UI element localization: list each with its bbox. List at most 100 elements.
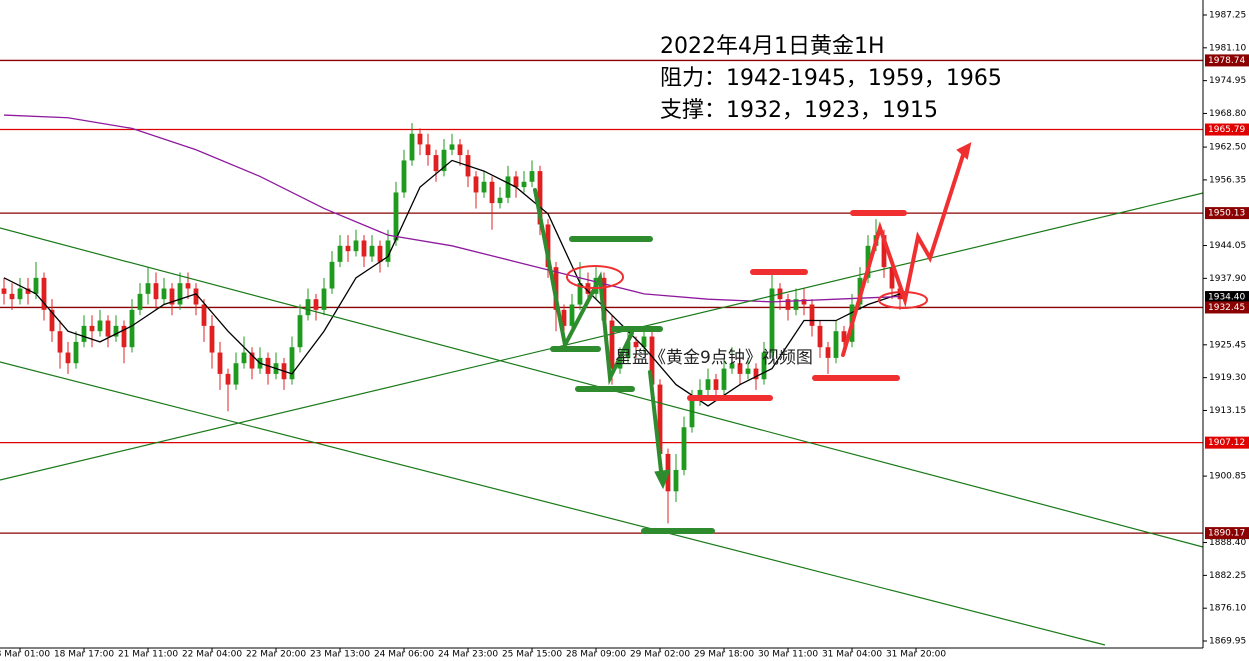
- y-tick-label: 1876.10: [1209, 604, 1246, 614]
- green-annotations: [533, 188, 715, 534]
- candle-body: [801, 299, 807, 305]
- candle-body: [833, 331, 839, 358]
- title-line: 支撑：1932，1923，1915: [660, 98, 938, 123]
- x-tick-label: 24 Mar 23:00: [438, 650, 498, 660]
- candle-body: [449, 144, 455, 150]
- arrow-path: [841, 150, 966, 357]
- candle-body: [889, 267, 895, 289]
- trend-line: [0, 192, 1204, 481]
- title-line: 阻力：1942-1945，1959，1965: [660, 66, 1002, 91]
- y-tick-label: 1968.80: [1209, 109, 1246, 119]
- y-tick-label: 1925.45: [1209, 340, 1246, 350]
- price-label-box: [1205, 207, 1249, 220]
- x-tick-label: 18 Mar 01:00: [0, 650, 50, 660]
- candle-body: [385, 240, 391, 262]
- candle-body: [313, 299, 319, 310]
- price-label-box: [1205, 527, 1249, 540]
- x-tick-label: 28 Mar 09:00: [566, 650, 626, 660]
- candle-body: [177, 283, 183, 305]
- candle-body: [9, 293, 15, 300]
- candle-body: [297, 315, 303, 348]
- red-annotations: [566, 142, 972, 401]
- candle-body: [617, 357, 623, 369]
- candle-body: [705, 379, 711, 390]
- candle-body: [457, 144, 463, 156]
- candle-body: [185, 283, 191, 289]
- x-tick-label: 31 Mar 20:00: [886, 650, 946, 660]
- candle-body: [49, 309, 55, 332]
- candle-body: [113, 325, 119, 337]
- title-block: 2022年4月1日黄金1H 阻力：1942-1945，1959，1965 支撑：19…: [660, 34, 1002, 123]
- candle-body: [321, 288, 327, 310]
- x-tick-label: 22 Mar 20:00: [246, 650, 306, 660]
- candle-body: [577, 283, 583, 305]
- x-tick-label: 22 Mar 04:00: [182, 650, 242, 660]
- candle-body: [289, 347, 295, 380]
- candle-body: [681, 427, 687, 470]
- candle-body: [89, 325, 95, 332]
- candle-body: [233, 363, 239, 385]
- candle-body: [729, 363, 735, 369]
- candle-body: [1, 288, 7, 294]
- candle-body: [865, 245, 871, 278]
- y-tick-label: 1869.95: [1209, 637, 1246, 647]
- candle-body: [201, 304, 207, 326]
- candle-body: [473, 176, 479, 193]
- x-tick-label: 31 Mar 04:00: [822, 650, 882, 660]
- x-tick-label: 30 Mar 11:00: [758, 650, 818, 660]
- candle-body: [361, 240, 367, 257]
- candle-body: [337, 245, 343, 262]
- candle-body: [497, 197, 503, 204]
- candle-body: [809, 304, 815, 326]
- arrow-head: [956, 142, 972, 160]
- candle-body: [881, 235, 887, 268]
- candle-body: [737, 363, 743, 374]
- price-label: 1950.13: [1208, 209, 1245, 219]
- candle-body: [33, 277, 39, 294]
- candle-body: [633, 341, 639, 348]
- moving-average: [3, 159, 901, 407]
- candle-body: [649, 336, 655, 385]
- arrow-path: [533, 188, 634, 386]
- candle-body: [513, 176, 519, 188]
- candle-body: [409, 133, 415, 161]
- candle-body: [625, 341, 631, 358]
- y-tick-label: 1937.90: [1209, 274, 1246, 284]
- candle-body: [57, 331, 63, 353]
- candle-body: [481, 181, 487, 193]
- candle-body: [529, 171, 535, 182]
- candle-body: [545, 224, 551, 268]
- candle-body: [369, 245, 375, 257]
- candle-body: [825, 347, 831, 358]
- candle-body: [241, 352, 247, 364]
- y-tick-label: 1888.40: [1209, 538, 1246, 548]
- x-tick-label: 21 Mar 11:00: [118, 650, 178, 660]
- title-line: 2022年4月1日黄金1H: [660, 34, 885, 59]
- candle-body: [17, 288, 23, 300]
- candle-body: [209, 325, 215, 353]
- candle-body: [137, 293, 143, 310]
- candle-body: [305, 299, 311, 316]
- y-tick-label: 1882.25: [1209, 571, 1246, 581]
- candle-body: [569, 304, 575, 326]
- candle-body: [121, 325, 127, 348]
- candle-body: [673, 469, 679, 492]
- candle-body: [97, 320, 103, 332]
- y-tick-label: 1974.95: [1209, 76, 1246, 86]
- candle-body: [65, 352, 71, 364]
- candle-body: [761, 352, 767, 380]
- candle-body: [193, 288, 199, 305]
- candle-body: [393, 192, 399, 241]
- candle-body: [721, 368, 727, 390]
- candle-body: [345, 245, 351, 252]
- candle-body: [433, 155, 439, 172]
- candle-body: [377, 245, 383, 262]
- candle-body: [81, 325, 87, 342]
- x-tick-label: 23 Mar 13:00: [310, 650, 370, 660]
- candle-body: [641, 336, 647, 348]
- candle-body: [489, 181, 495, 204]
- price-label-box: [1205, 436, 1249, 449]
- candle-body: [505, 176, 511, 198]
- candle-body: [537, 171, 543, 225]
